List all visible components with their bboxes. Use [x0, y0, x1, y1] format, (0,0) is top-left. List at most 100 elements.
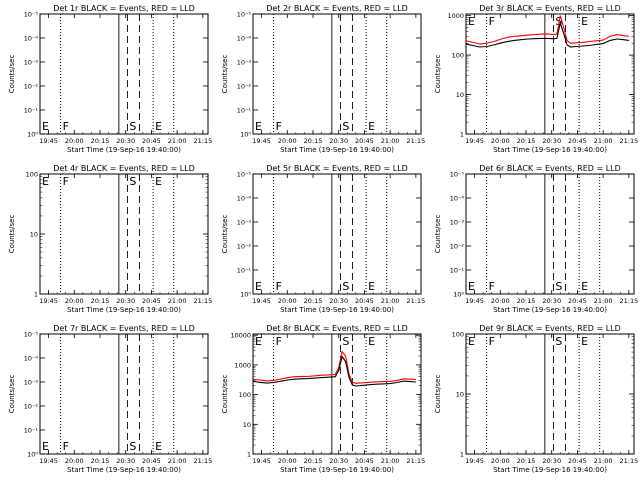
x-tick-label: 20:15: [517, 457, 536, 465]
x-tick-label: 20:00: [491, 137, 510, 145]
time-marker-label: E: [155, 440, 162, 453]
x-tick-label: 20:15: [91, 297, 110, 305]
plot-title: Det 3r BLACK = Events, RED = LLD: [479, 4, 621, 13]
x-tick-label: 20:45: [355, 137, 374, 145]
x-axis-label: Start Time (19-Sep-16 19:40:00): [493, 306, 607, 314]
time-marker-label: E: [255, 335, 262, 348]
x-tick-label: 20:30: [542, 297, 561, 305]
y-tick-label: 10000: [230, 332, 251, 340]
y-tick-label: 10⁻⁴: [450, 195, 465, 203]
x-tick-label: 20:30: [116, 297, 135, 305]
x-tick-label: 20:00: [491, 457, 510, 465]
y-tick-label: 10⁻³: [237, 219, 252, 227]
x-tick-label: 20:15: [304, 457, 323, 465]
time-marker-label: F: [276, 280, 282, 293]
x-tick-label: 19:45: [252, 137, 271, 145]
plot-panel-8: Det 8r BLACK = Events, RED = LLD 19:45 20:…: [221, 324, 425, 474]
y-tick-label: 10⁰: [240, 291, 251, 299]
x-tick-label: 21:00: [381, 297, 400, 305]
y-tick-label: 100: [26, 171, 38, 179]
x-tick-label: 21:00: [594, 297, 613, 305]
plot-frame: [39, 173, 209, 295]
time-marker-label: E: [255, 280, 262, 293]
x-axis-label: Start Time (19-Sep-16 19:40:00): [67, 306, 181, 314]
y-tick-label: 10: [243, 421, 251, 429]
x-tick-label: 19:45: [465, 297, 484, 305]
time-marker-label: F: [276, 335, 282, 348]
y-tick-label: 10⁻¹: [450, 267, 465, 275]
time-marker-label: F: [276, 120, 282, 133]
x-tick-label: 20:00: [491, 297, 510, 305]
time-marker-label: E: [468, 280, 475, 293]
x-axis-label: Start Time (19-Sep-16 19:40:00): [280, 146, 394, 154]
y-tick-label: 10⁻²: [450, 243, 465, 251]
x-axis-label: Start Time (19-Sep-16 19:40:00): [280, 466, 394, 474]
y-tick-label: 10⁰: [27, 451, 38, 459]
y-tick-label: 1: [460, 131, 464, 139]
y-tick-label: 10⁻³: [237, 59, 252, 67]
time-marker-label: E: [581, 280, 588, 293]
x-tick-label: 21:15: [406, 137, 425, 145]
plot-panel-7: Det 7r BLACK = Events, RED = LLD 19:45 20:…: [8, 324, 212, 474]
y-tick-label: 10⁻¹: [24, 107, 39, 115]
time-marker-label: E: [368, 120, 375, 133]
y-axis-label: Counts/sec: [8, 375, 16, 414]
lld-series-line: [252, 350, 416, 384]
plot-panel-3: Det 3r BLACK = Events, RED = LLD 19:45 20:…: [434, 4, 638, 154]
time-marker-label: E: [368, 280, 375, 293]
x-tick-label: 20:15: [517, 137, 536, 145]
x-tick-label: 20:30: [116, 137, 135, 145]
y-tick-label: 1000: [234, 361, 251, 369]
y-tick-label: 1000: [447, 12, 464, 20]
x-tick-label: 20:15: [91, 137, 110, 145]
x-tick-label: 20:30: [542, 457, 561, 465]
x-axis-label: Start Time (19-Sep-16 19:40:00): [67, 146, 181, 154]
x-tick-label: 21:15: [193, 297, 212, 305]
x-axis-label: Start Time (19-Sep-16 19:40:00): [493, 466, 607, 474]
x-tick-label: 21:00: [168, 457, 187, 465]
x-tick-label: 21:00: [381, 457, 400, 465]
x-tick-label: 20:45: [142, 457, 161, 465]
y-tick-label: 10: [30, 231, 38, 239]
lld-series-line: [465, 15, 629, 45]
events-series-line: [252, 355, 416, 387]
x-axis-label: Start Time (19-Sep-16 19:40:00): [67, 466, 181, 474]
time-marker-label: E: [581, 335, 588, 348]
plot-panel-5: Det 5r BLACK = Events, RED = LLD 19:45 20:…: [221, 164, 425, 314]
plot-panel-2: Det 2r BLACK = Events, RED = LLD 19:45 20:…: [221, 4, 425, 154]
time-marker-label: E: [155, 175, 162, 188]
y-tick-label: 10⁻⁴: [24, 355, 39, 363]
time-marker-label: E: [468, 335, 475, 348]
y-tick-label: 10⁻⁴: [237, 35, 252, 43]
x-tick-label: 19:45: [39, 137, 58, 145]
x-tick-label: 19:45: [252, 457, 271, 465]
x-tick-label: 20:00: [278, 137, 297, 145]
y-tick-label: 10⁻¹: [237, 107, 252, 115]
events-series-line: [465, 20, 629, 48]
y-axis-label: Counts/sec: [221, 215, 229, 254]
time-marker-label: F: [489, 280, 495, 293]
time-marker-label: E: [155, 120, 162, 133]
plot-title: Det 7r BLACK = Events, RED = LLD: [53, 324, 195, 333]
plot-title: Det 2r BLACK = Events, RED = LLD: [266, 4, 408, 13]
x-tick-label: 21:15: [619, 297, 638, 305]
x-tick-label: 20:45: [355, 297, 374, 305]
time-marker-label: F: [63, 440, 69, 453]
y-axis-label: Counts/sec: [221, 55, 229, 94]
x-tick-label: 19:45: [252, 297, 271, 305]
plot-panel-6: Det 6r BLACK = Events, RED = LLD 19:45 20:…: [434, 164, 638, 314]
x-tick-label: 21:15: [193, 457, 212, 465]
y-axis-label: Counts/sec: [8, 55, 16, 94]
y-tick-label: 100: [239, 391, 251, 399]
x-tick-label: 20:30: [329, 297, 348, 305]
y-axis-label: Counts/sec: [221, 375, 229, 414]
plot-title: Det 4r BLACK = Events, RED = LLD: [53, 164, 195, 173]
plot-panel-1: Det 1r BLACK = Events, RED = LLD 19:45 20:…: [8, 4, 212, 154]
x-tick-label: 20:45: [142, 137, 161, 145]
time-marker-label: S: [129, 120, 136, 133]
y-tick-label: 10⁻⁵: [450, 171, 465, 179]
y-tick-label: 10⁻⁴: [24, 35, 39, 43]
plot-frame: [252, 173, 422, 295]
x-tick-label: 20:15: [91, 457, 110, 465]
x-tick-label: 20:30: [329, 137, 348, 145]
